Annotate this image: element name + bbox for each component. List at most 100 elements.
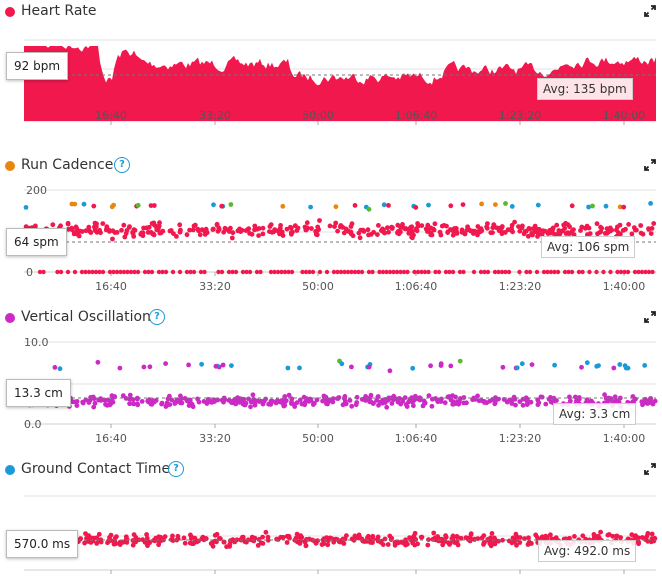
zero-data-point bbox=[405, 269, 410, 275]
data-point bbox=[376, 402, 381, 408]
data-point bbox=[453, 226, 459, 231]
zero-data-point bbox=[216, 269, 221, 275]
expand-icon[interactable] bbox=[644, 311, 656, 323]
data-point bbox=[629, 231, 635, 237]
zero-data-point bbox=[643, 269, 648, 275]
data-point bbox=[646, 397, 652, 403]
data-point bbox=[492, 535, 497, 541]
data-point bbox=[403, 540, 409, 545]
data-point bbox=[615, 224, 620, 230]
data-point bbox=[468, 531, 474, 537]
data-point bbox=[381, 202, 387, 208]
zero-data-point bbox=[401, 269, 407, 275]
help-icon[interactable]: ? bbox=[149, 309, 165, 325]
data-point bbox=[222, 225, 228, 231]
data-point bbox=[135, 402, 141, 408]
zero-data-point bbox=[55, 269, 60, 275]
data-point bbox=[428, 230, 434, 236]
data-point bbox=[448, 203, 454, 209]
data-point bbox=[648, 539, 654, 545]
data-point bbox=[584, 360, 590, 366]
data-point bbox=[229, 363, 234, 368]
data-point bbox=[135, 396, 140, 402]
vertical-oscillation-avg-label: Avg: 3.3 cm bbox=[553, 403, 637, 425]
data-point bbox=[509, 540, 515, 546]
heart-rate-title: Heart Rate bbox=[21, 3, 97, 19]
data-point bbox=[523, 395, 529, 401]
data-point bbox=[650, 400, 656, 405]
zero-data-point bbox=[650, 269, 655, 275]
data-point bbox=[517, 228, 523, 234]
heart-rate-chart[interactable]: 16:4033:2050:001:06:401:23:201:40:0016:4… bbox=[0, 22, 662, 148]
data-point bbox=[96, 531, 102, 537]
data-point bbox=[592, 533, 598, 539]
expand-icon[interactable] bbox=[644, 5, 656, 17]
data-point bbox=[440, 537, 446, 543]
data-point bbox=[633, 396, 638, 402]
data-point bbox=[325, 542, 331, 548]
x-tick-label-overlay: 1:06:40 bbox=[395, 109, 437, 122]
data-point bbox=[535, 234, 540, 239]
data-point bbox=[617, 362, 623, 367]
data-point bbox=[110, 236, 115, 242]
data-point bbox=[280, 534, 286, 540]
zero-data-point bbox=[90, 269, 95, 275]
data-point bbox=[172, 400, 178, 405]
zero-data-point bbox=[282, 269, 288, 275]
data-point bbox=[352, 203, 358, 208]
data-point bbox=[563, 220, 568, 226]
data-point bbox=[607, 225, 613, 231]
data-point bbox=[123, 231, 129, 236]
data-point bbox=[267, 229, 272, 234]
zero-data-point bbox=[527, 269, 533, 275]
data-point bbox=[188, 532, 193, 538]
help-icon[interactable]: ? bbox=[114, 157, 130, 173]
data-point bbox=[438, 363, 444, 368]
vertical-oscillation-readout: 13.3 cm bbox=[6, 379, 71, 407]
x-tick-label: 1:40:00 bbox=[603, 280, 645, 293]
data-point bbox=[219, 203, 225, 209]
data-point bbox=[464, 400, 469, 406]
data-point bbox=[489, 531, 495, 536]
data-point bbox=[324, 401, 329, 406]
zero-data-point bbox=[587, 269, 592, 275]
expand-icon[interactable] bbox=[644, 159, 656, 171]
vertical-oscillation-title: Vertical Oscillation bbox=[21, 309, 151, 325]
data-point bbox=[648, 231, 654, 236]
data-point bbox=[426, 202, 431, 208]
data-point bbox=[432, 221, 438, 227]
data-point bbox=[308, 398, 314, 403]
data-point bbox=[304, 220, 310, 226]
data-point bbox=[429, 403, 435, 409]
expand-icon[interactable] bbox=[644, 463, 656, 475]
data-point bbox=[226, 398, 232, 403]
data-point bbox=[406, 399, 411, 405]
data-point bbox=[569, 203, 575, 209]
data-point bbox=[463, 535, 469, 540]
data-point bbox=[268, 398, 274, 404]
data-point bbox=[127, 401, 133, 407]
data-point bbox=[149, 401, 155, 407]
data-point bbox=[342, 401, 347, 407]
data-point bbox=[90, 394, 96, 400]
zero-data-point bbox=[233, 269, 239, 275]
data-point bbox=[386, 229, 391, 235]
zero-data-point bbox=[436, 269, 442, 275]
vertical-oscillation-chart[interactable]: 16:40 33:20 50:00 1:06:40 1:23:20 1:40:00 10.0… bbox=[0, 328, 662, 452]
data-point bbox=[478, 226, 484, 231]
data-point bbox=[117, 365, 123, 371]
zero-data-point bbox=[618, 269, 624, 275]
data-point bbox=[263, 529, 269, 535]
data-point bbox=[205, 397, 211, 402]
data-point bbox=[479, 535, 485, 541]
data-point bbox=[101, 397, 107, 403]
cadence-header: Run Cadence ? bbox=[0, 154, 662, 176]
data-point bbox=[98, 539, 104, 545]
zero-data-point bbox=[100, 269, 106, 275]
help-icon[interactable]: ? bbox=[168, 461, 184, 477]
data-point bbox=[104, 224, 110, 230]
cadence-avg-label: Avg: 106 spm bbox=[541, 236, 636, 258]
zero-data-point bbox=[443, 269, 449, 275]
zero-data-point bbox=[352, 269, 358, 275]
